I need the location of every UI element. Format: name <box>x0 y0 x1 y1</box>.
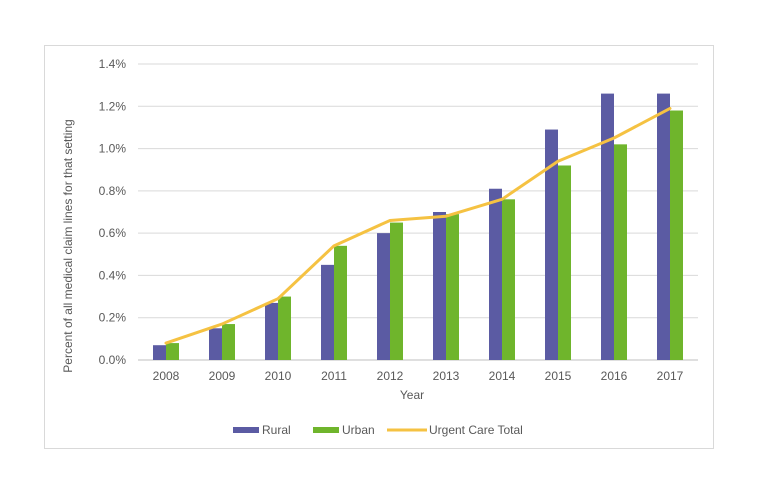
y-tick-label: 0.4% <box>99 268 127 282</box>
x-axis-title: Year <box>400 388 424 402</box>
y-tick-label: 1.0% <box>99 142 127 156</box>
x-tick-label: 2009 <box>209 369 236 383</box>
bar-urban-2010 <box>278 296 291 360</box>
line-urgent-care-total <box>164 106 672 345</box>
y-tick-label: 0.6% <box>99 226 127 240</box>
x-tick-label: 2014 <box>489 369 516 383</box>
x-tick-label: 2013 <box>433 369 460 383</box>
bar-rural-2012 <box>377 233 390 360</box>
bar-rural-2009 <box>209 328 222 360</box>
x-tick-label: 2016 <box>601 369 628 383</box>
legend-label-urban: Urban <box>342 423 375 437</box>
x-tick-label: 2010 <box>265 369 292 383</box>
gridlines <box>138 63 698 361</box>
legend-swatch-rural <box>233 427 259 433</box>
y-tick-label: 1.2% <box>99 99 127 113</box>
bar-urban-2016 <box>614 144 627 360</box>
legend: Rural Urban Urgent Care Total <box>233 423 523 437</box>
legend-swatch-urban <box>313 427 339 433</box>
bar-rural-2014 <box>489 188 502 360</box>
legend-label-rural: Rural <box>262 423 291 437</box>
bar-urban-2009 <box>222 324 235 360</box>
y-tick-label: 1.4% <box>99 57 127 71</box>
bar-rural-2010 <box>265 302 278 360</box>
y-axis-title: Percent of all medical claim lines for t… <box>61 119 75 372</box>
y-tick-label: 0.2% <box>99 311 127 325</box>
bar-urban-2014 <box>502 199 515 360</box>
x-tick-label: 2015 <box>545 369 572 383</box>
chart-svg: 0.0%0.2%0.4%0.6%0.8%1.0%1.2%1.4% 2008 200… <box>61 57 698 437</box>
legend-label-urgent-care-total: Urgent Care Total <box>429 423 523 437</box>
bar-rural-2015 <box>545 129 558 360</box>
bar-urban-2015 <box>558 165 571 360</box>
y-tick-label: 0.0% <box>99 353 127 367</box>
bar-rural-2008 <box>153 345 166 360</box>
line-series <box>164 106 672 345</box>
x-tick-label: 2017 <box>657 369 684 383</box>
bar-rural-2011 <box>321 264 334 360</box>
y-tick-label: 0.8% <box>99 184 127 198</box>
x-tick-label: 2012 <box>377 369 404 383</box>
bars <box>153 93 683 360</box>
bar-rural-2013 <box>433 212 446 360</box>
bar-urban-2017 <box>670 110 683 360</box>
bar-urban-2011 <box>334 245 347 360</box>
bar-rural-2017 <box>657 93 670 360</box>
x-tick-label: 2008 <box>153 369 180 383</box>
bar-urban-2012 <box>390 222 403 360</box>
chart-frame: 0.0% 0.2% 0.4% 0.6% 0.8% 1.0% 1.2% 1.4% 2008 200… <box>44 45 714 449</box>
bar-urban-2008 <box>166 343 179 360</box>
bar-urban-2013 <box>446 214 459 360</box>
x-tick-label: 2011 <box>321 369 347 383</box>
bar-rural-2016 <box>601 93 614 360</box>
x-tick-labels: 2008 2009 2010 2011 2012 2013 2014 2015 2016 2017 <box>153 369 684 383</box>
y-tick-labels: 0.0% 0.2% 0.4% 0.6% 0.8% 1.0% 1.2% 1.4% <box>99 57 127 367</box>
